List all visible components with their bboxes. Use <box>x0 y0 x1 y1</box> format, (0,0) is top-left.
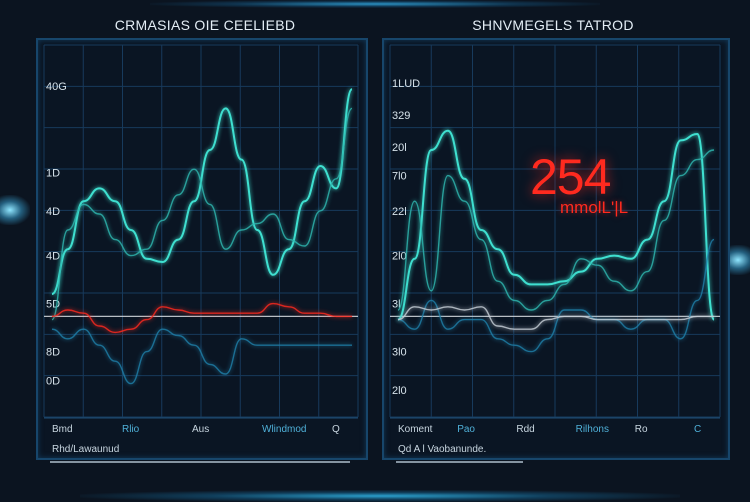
y-tick-label: 1LUD <box>392 78 420 90</box>
series-line-4 <box>397 306 714 330</box>
series-line-2 <box>397 149 715 311</box>
y-tick-label: 4D <box>46 251 60 263</box>
chart-footer-label: Rhd/Lawaunud <box>52 444 119 455</box>
glucose-readout-value: 254 <box>530 149 611 205</box>
series-line-1 <box>397 129 715 321</box>
series-line-1 <box>51 88 353 295</box>
x-tick-label: Rdd <box>516 424 534 435</box>
x-tick-label: Rilhons <box>576 424 609 435</box>
bottom-glow <box>80 490 680 502</box>
y-tick-label: 2l0 <box>392 385 407 397</box>
x-tick-label: Koment <box>398 424 433 435</box>
y-tick-label: 40G <box>46 81 67 93</box>
y-tick-label: 1D <box>46 167 60 179</box>
x-tick-label: C <box>694 424 701 435</box>
x-tick-label: Bmd <box>52 424 73 435</box>
y-tick-label: 7l0 <box>392 171 407 183</box>
y-tick-label: 0D <box>46 375 60 387</box>
x-tick-label: Aus <box>192 424 209 435</box>
x-tick-label: Rlio <box>122 424 140 435</box>
series-line-4 <box>51 302 352 334</box>
left-chart-title: CRMASIAS OIE CEELIEBD <box>114 17 296 33</box>
right-chart-panel <box>382 38 730 460</box>
y-tick-label: 22l <box>392 206 407 218</box>
y-tick-label: 4D <box>46 206 60 218</box>
top-glow <box>150 0 600 8</box>
left-chart-panel <box>36 38 368 460</box>
x-tick-label: Ro <box>635 424 648 435</box>
series-line-3 <box>51 328 352 385</box>
glucose-readout-unit: mmolL'|L <box>560 198 629 217</box>
x-tick-label: Pao <box>457 424 475 435</box>
y-tick-label: 329 <box>392 110 410 122</box>
x-tick-label: Q <box>332 424 340 435</box>
y-tick-label: 2l0 <box>392 251 407 263</box>
y-tick-label: 3l <box>392 299 401 311</box>
chart-footer-label: Qd A l Vaobanunde. <box>398 444 486 455</box>
left-glow <box>0 195 30 225</box>
y-tick-label: 8D <box>46 347 60 359</box>
right-chart-title: SHNVMEGELS TATROD <box>472 17 634 33</box>
x-tick-label: Wlindmod <box>262 424 306 435</box>
series-line-2 <box>51 107 353 321</box>
y-tick-label: 3l0 <box>392 347 407 359</box>
y-tick-label: 20l <box>392 142 407 154</box>
